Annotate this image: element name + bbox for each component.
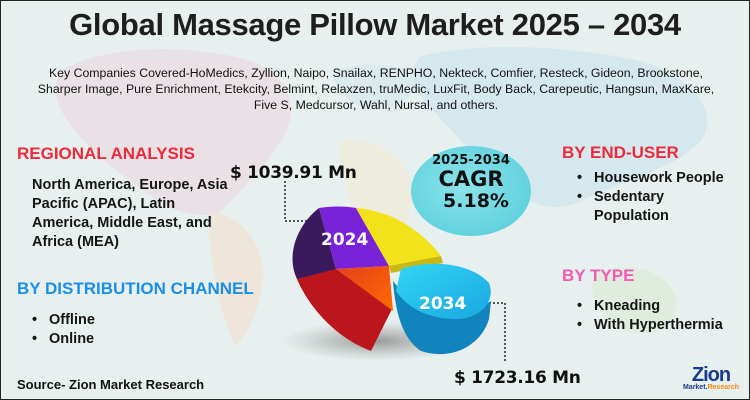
- list-item: Sedentary Population: [575, 188, 704, 226]
- value-2034: $ 1723.16 Mn: [454, 368, 581, 388]
- list-item: Kneading: [575, 297, 723, 316]
- by-type-list: Kneading With Hyperthermia: [575, 297, 723, 335]
- list-item: Housework People: [575, 169, 745, 188]
- end-user-list: Housework People Sedentary Population: [575, 169, 745, 226]
- end-user-heading: BY END-USER: [562, 143, 679, 162]
- leader-line-2024: [284, 181, 319, 222]
- regional-analysis-text: North America, Europe, Asia Pacific (APA…: [32, 177, 228, 250]
- pie-label-2034: 2034: [419, 294, 466, 314]
- list-item: Online: [30, 330, 95, 349]
- logo-sub-research: Research: [707, 384, 740, 391]
- list-item: With Hyperthermia: [575, 316, 723, 335]
- regional-analysis-heading: REGIONAL ANALYSIS: [17, 144, 195, 163]
- cagr-years: 2025-2034: [432, 153, 510, 168]
- zion-logo: Zion Market.Research: [676, 364, 746, 391]
- logo-main-text: Zion: [691, 364, 731, 386]
- cagr-value: 5.18%: [443, 190, 509, 212]
- cagr-label: CAGR: [438, 167, 504, 191]
- by-type-heading: BY TYPE: [562, 266, 635, 285]
- key-companies-text: Key Companies Covered-HoMedics, Zyllion,…: [37, 66, 715, 112]
- pie-label-2024: 2024: [321, 230, 368, 250]
- logo-sub-market: Market.: [682, 384, 708, 391]
- distribution-channel-list: Offline Online: [30, 311, 95, 349]
- logo-sub-text: Market.Research: [676, 384, 746, 391]
- cagr-bubble: 2025-2034 CAGR 5.18%: [411, 146, 531, 236]
- list-item: Offline: [30, 311, 95, 330]
- distribution-channel-heading: BY DISTRIBUTION CHANNEL: [17, 279, 254, 298]
- source-text: Source- Zion Market Research: [17, 377, 205, 392]
- value-2024: $ 1039.91 Mn: [230, 163, 357, 183]
- page-title: Global Massage Pillow Market 2025 – 2034: [69, 7, 681, 42]
